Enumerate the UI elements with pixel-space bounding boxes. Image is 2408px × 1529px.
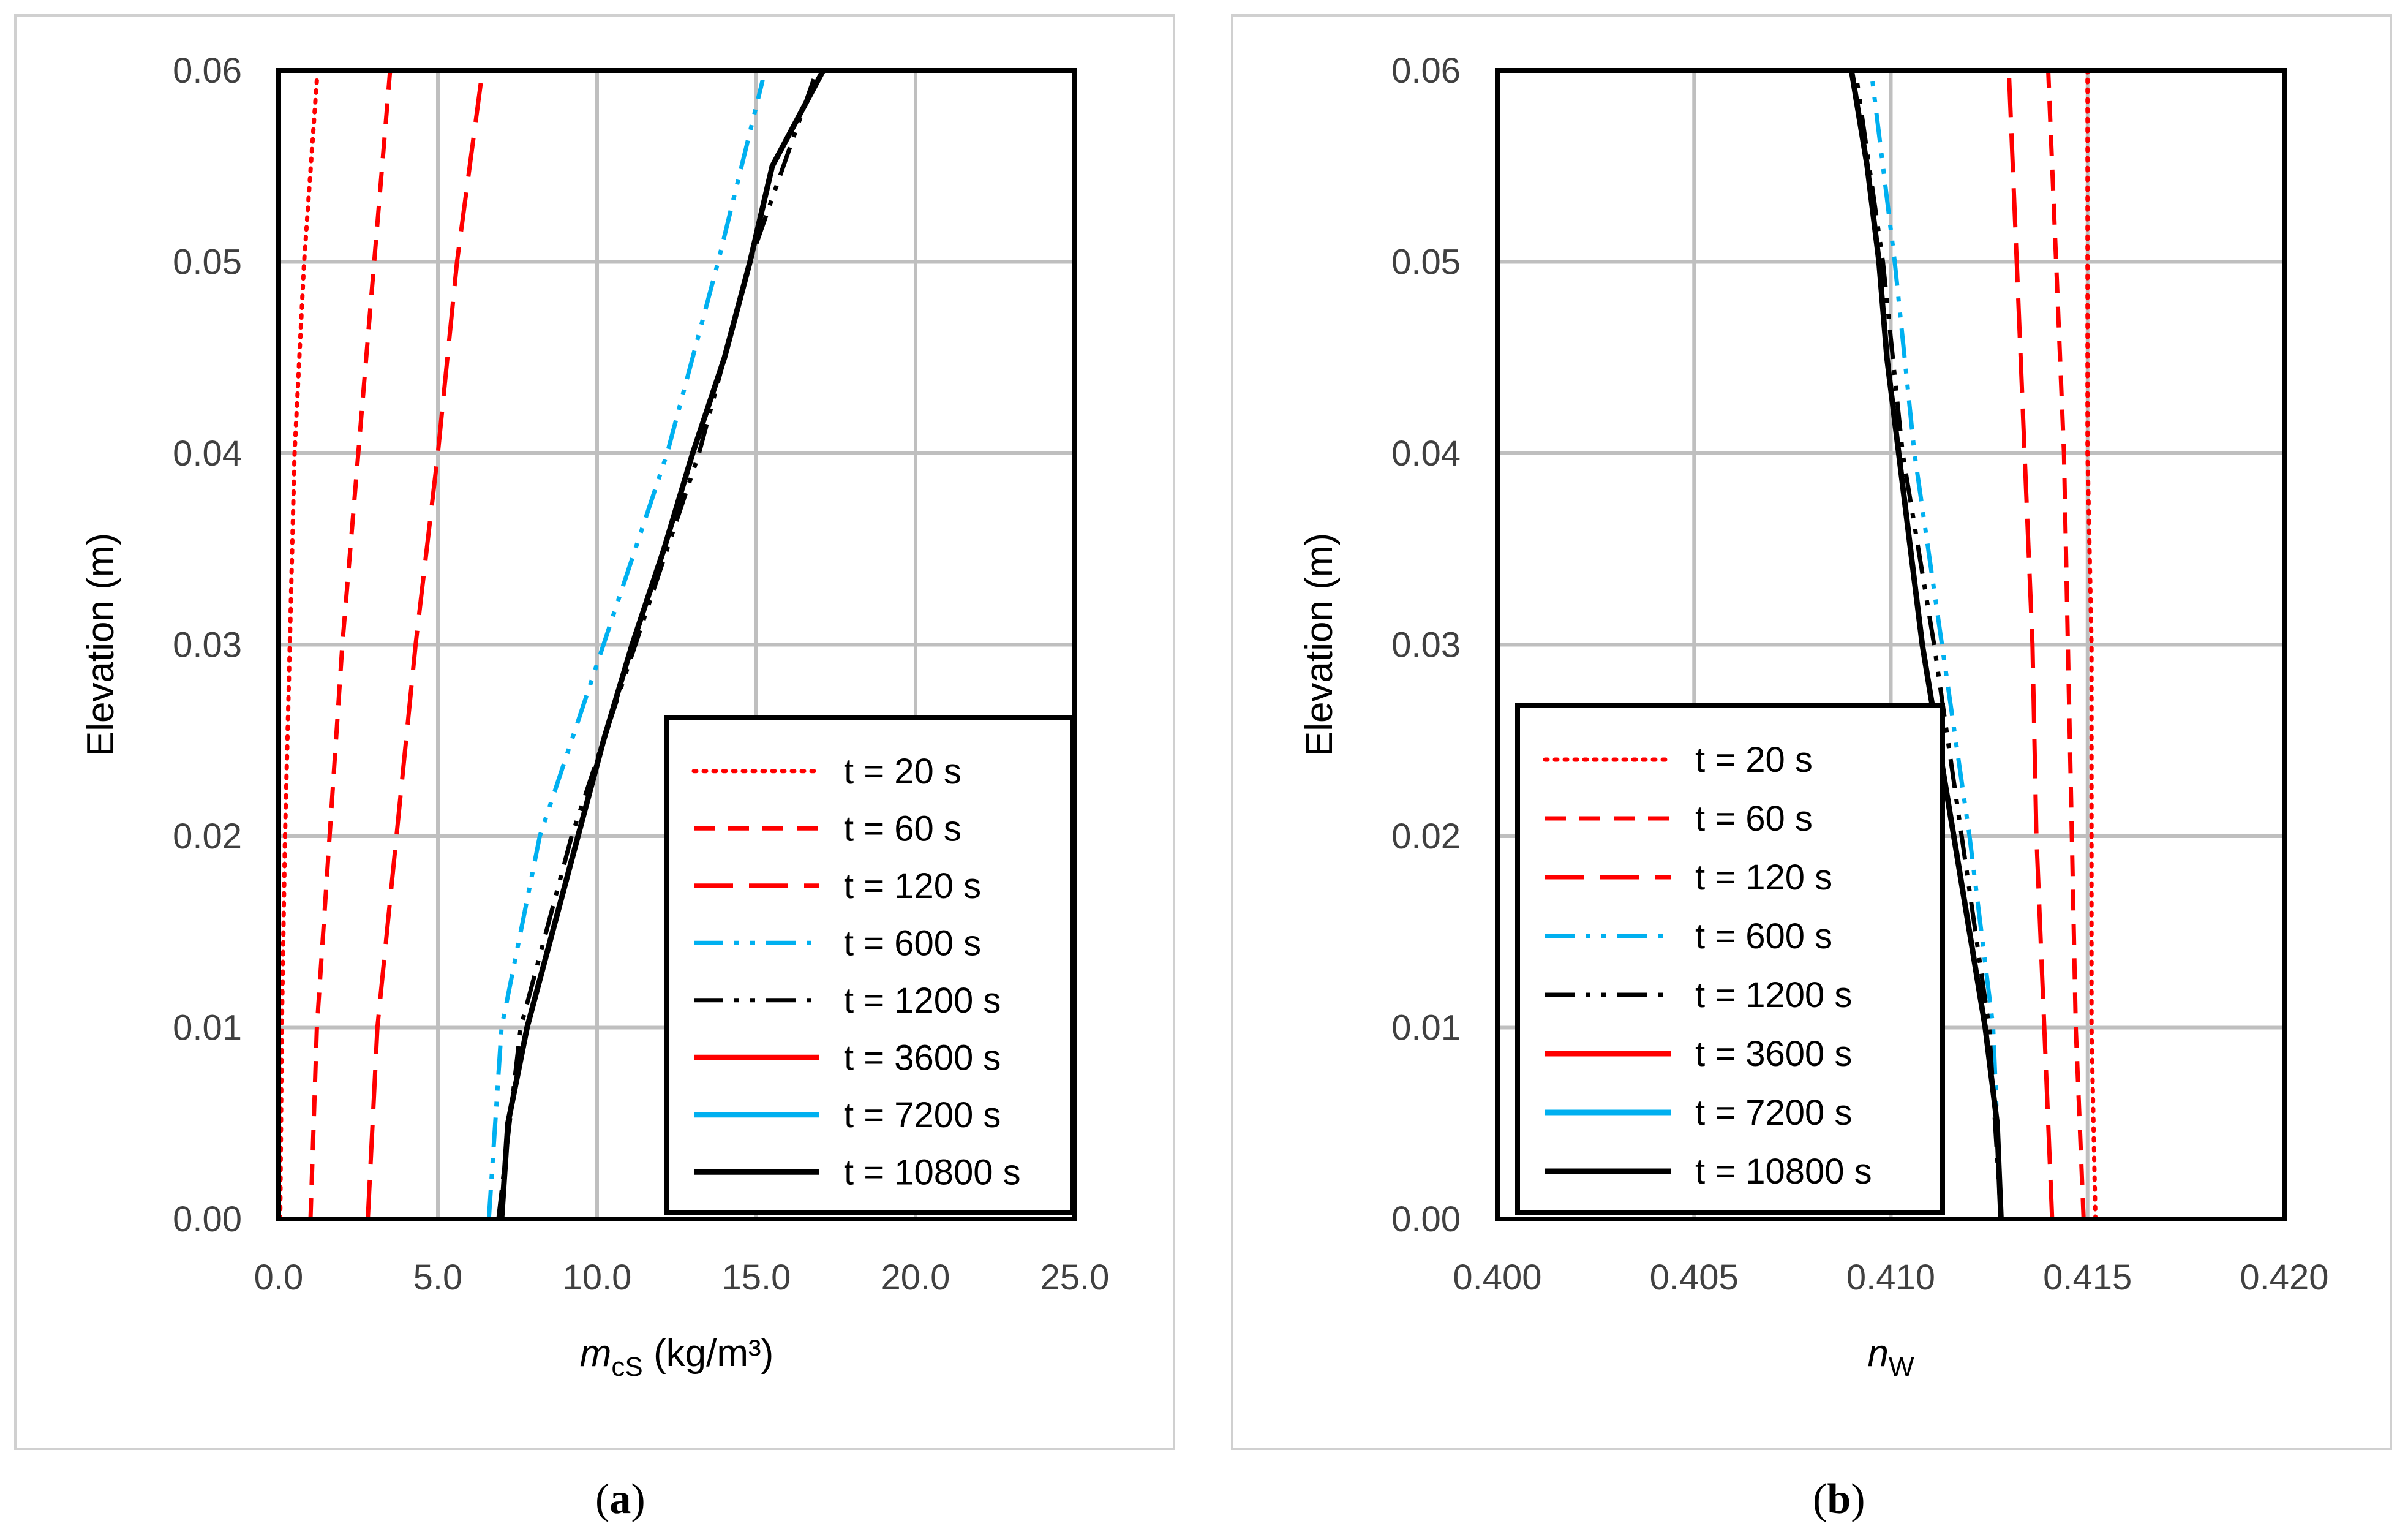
- y-tick-label: 0.00: [1391, 1199, 1461, 1239]
- series-line-t-120-s: [366, 70, 485, 1220]
- x-axis-title-subscript: cS: [611, 1352, 642, 1382]
- series-line-t-60-s: [308, 70, 393, 1220]
- y-tick-label: 0.03: [1391, 625, 1461, 665]
- caption-close: ): [631, 1476, 645, 1523]
- x-tick-label: 25.0: [1040, 1258, 1110, 1297]
- legend-label: t = 3600 s: [844, 1038, 1001, 1078]
- legend-label: t = 10800 s: [844, 1152, 1021, 1192]
- panel-a: 0.0 5.0 10.0 15.0 20.0 25.0 0.00 0.01 0.02 0.03 0.…: [14, 14, 1175, 1523]
- y-tick-label: 0.06: [173, 51, 242, 91]
- legend-box: [1515, 703, 1945, 1215]
- x-axis-title-symbol: n: [1867, 1332, 1888, 1375]
- panel-caption: (b): [1813, 1476, 1865, 1523]
- y-axis-title: Elevation (m): [1298, 533, 1341, 757]
- legend-label: t = 120 s: [844, 866, 981, 906]
- x-tick-label: 5.0: [413, 1258, 463, 1297]
- series-line-t-600-s: [486, 79, 765, 1220]
- series-line-t-10800-s: [499, 69, 826, 1220]
- y-tick-label: 0.04: [173, 434, 242, 474]
- caption-close: ): [1851, 1476, 1865, 1523]
- series-line-t-600-s: [1868, 70, 2003, 1220]
- legend-label: t = 20 s: [844, 752, 961, 791]
- legend-label: t = 7200 s: [1695, 1093, 1852, 1133]
- x-axis-title-subscript: W: [1889, 1352, 1914, 1382]
- y-tick-label: 0.01: [1391, 1008, 1461, 1048]
- legend-box: [664, 715, 1075, 1215]
- x-axis-title: nW: [1867, 1332, 1914, 1382]
- panel-b: 0.400 0.405 0.410 0.415 0.420 0.00 0.01 0.02 0.0…: [1231, 14, 2392, 1523]
- series-line-t-120-s: [2006, 70, 2055, 1220]
- legend-label: t = 60 s: [844, 809, 961, 848]
- legend-label: t = 7200 s: [844, 1095, 1001, 1135]
- series-line-t-10800-s: [1848, 70, 2004, 1220]
- x-axis-title: mcS (kg/m³): [580, 1332, 774, 1382]
- legend-label: t = 20 s: [1695, 740, 1813, 780]
- caption-open: (: [1813, 1476, 1827, 1523]
- panel-caption: (a): [595, 1476, 645, 1523]
- y-tick-label: 0.01: [173, 1008, 242, 1048]
- x-tick-label: 0.415: [2043, 1258, 2132, 1297]
- legend-label: t = 1200 s: [1695, 975, 1852, 1015]
- x-tick-label: 0.400: [1453, 1258, 1541, 1297]
- legend-label: t = 1200 s: [844, 981, 1001, 1021]
- caption-letter: b: [1827, 1476, 1851, 1523]
- legend-label: t = 600 s: [1695, 916, 1832, 956]
- caption-open: (: [595, 1476, 609, 1523]
- y-tick-label: 0.06: [1391, 51, 1461, 91]
- y-tick-label: 0.05: [173, 243, 242, 282]
- y-axis-title: Elevation (m): [80, 533, 122, 757]
- y-tick-label: 0.02: [173, 817, 242, 856]
- x-tick-label: 15.0: [722, 1258, 791, 1297]
- plot-area-border: [1495, 68, 2287, 1221]
- x-tick-label: 10.0: [563, 1258, 632, 1297]
- y-tick-label: 0.03: [173, 625, 242, 665]
- y-tick-label: 0.05: [1391, 243, 1461, 282]
- legend-label: t = 600 s: [844, 923, 981, 963]
- x-axis-title-units: (kg/m³): [643, 1332, 774, 1375]
- series-line-t-1200-s: [1853, 70, 2003, 1220]
- y-tick-label: 0.00: [173, 1199, 242, 1239]
- series-line-t-1200-s: [496, 69, 819, 1220]
- series-line-t-60-s: [2046, 70, 2086, 1220]
- x-tick-label: 0.410: [1846, 1258, 1935, 1297]
- legend-label: t = 3600 s: [1695, 1034, 1852, 1074]
- y-tick-label: 0.02: [1391, 817, 1461, 856]
- legend-label: t = 120 s: [1695, 858, 1832, 897]
- x-tick-label: 0.0: [254, 1258, 304, 1297]
- legend-label: t = 60 s: [1695, 799, 1813, 839]
- x-tick-label: 20.0: [881, 1258, 950, 1297]
- x-tick-label: 0.405: [1650, 1258, 1739, 1297]
- y-tick-label: 0.04: [1391, 434, 1461, 474]
- x-axis-title-symbol: m: [580, 1332, 612, 1375]
- x-tick-label: 0.420: [2240, 1258, 2328, 1297]
- caption-letter: a: [609, 1476, 631, 1523]
- plot-area-border: [276, 68, 1077, 1221]
- legend-label: t = 10800 s: [1695, 1152, 1872, 1191]
